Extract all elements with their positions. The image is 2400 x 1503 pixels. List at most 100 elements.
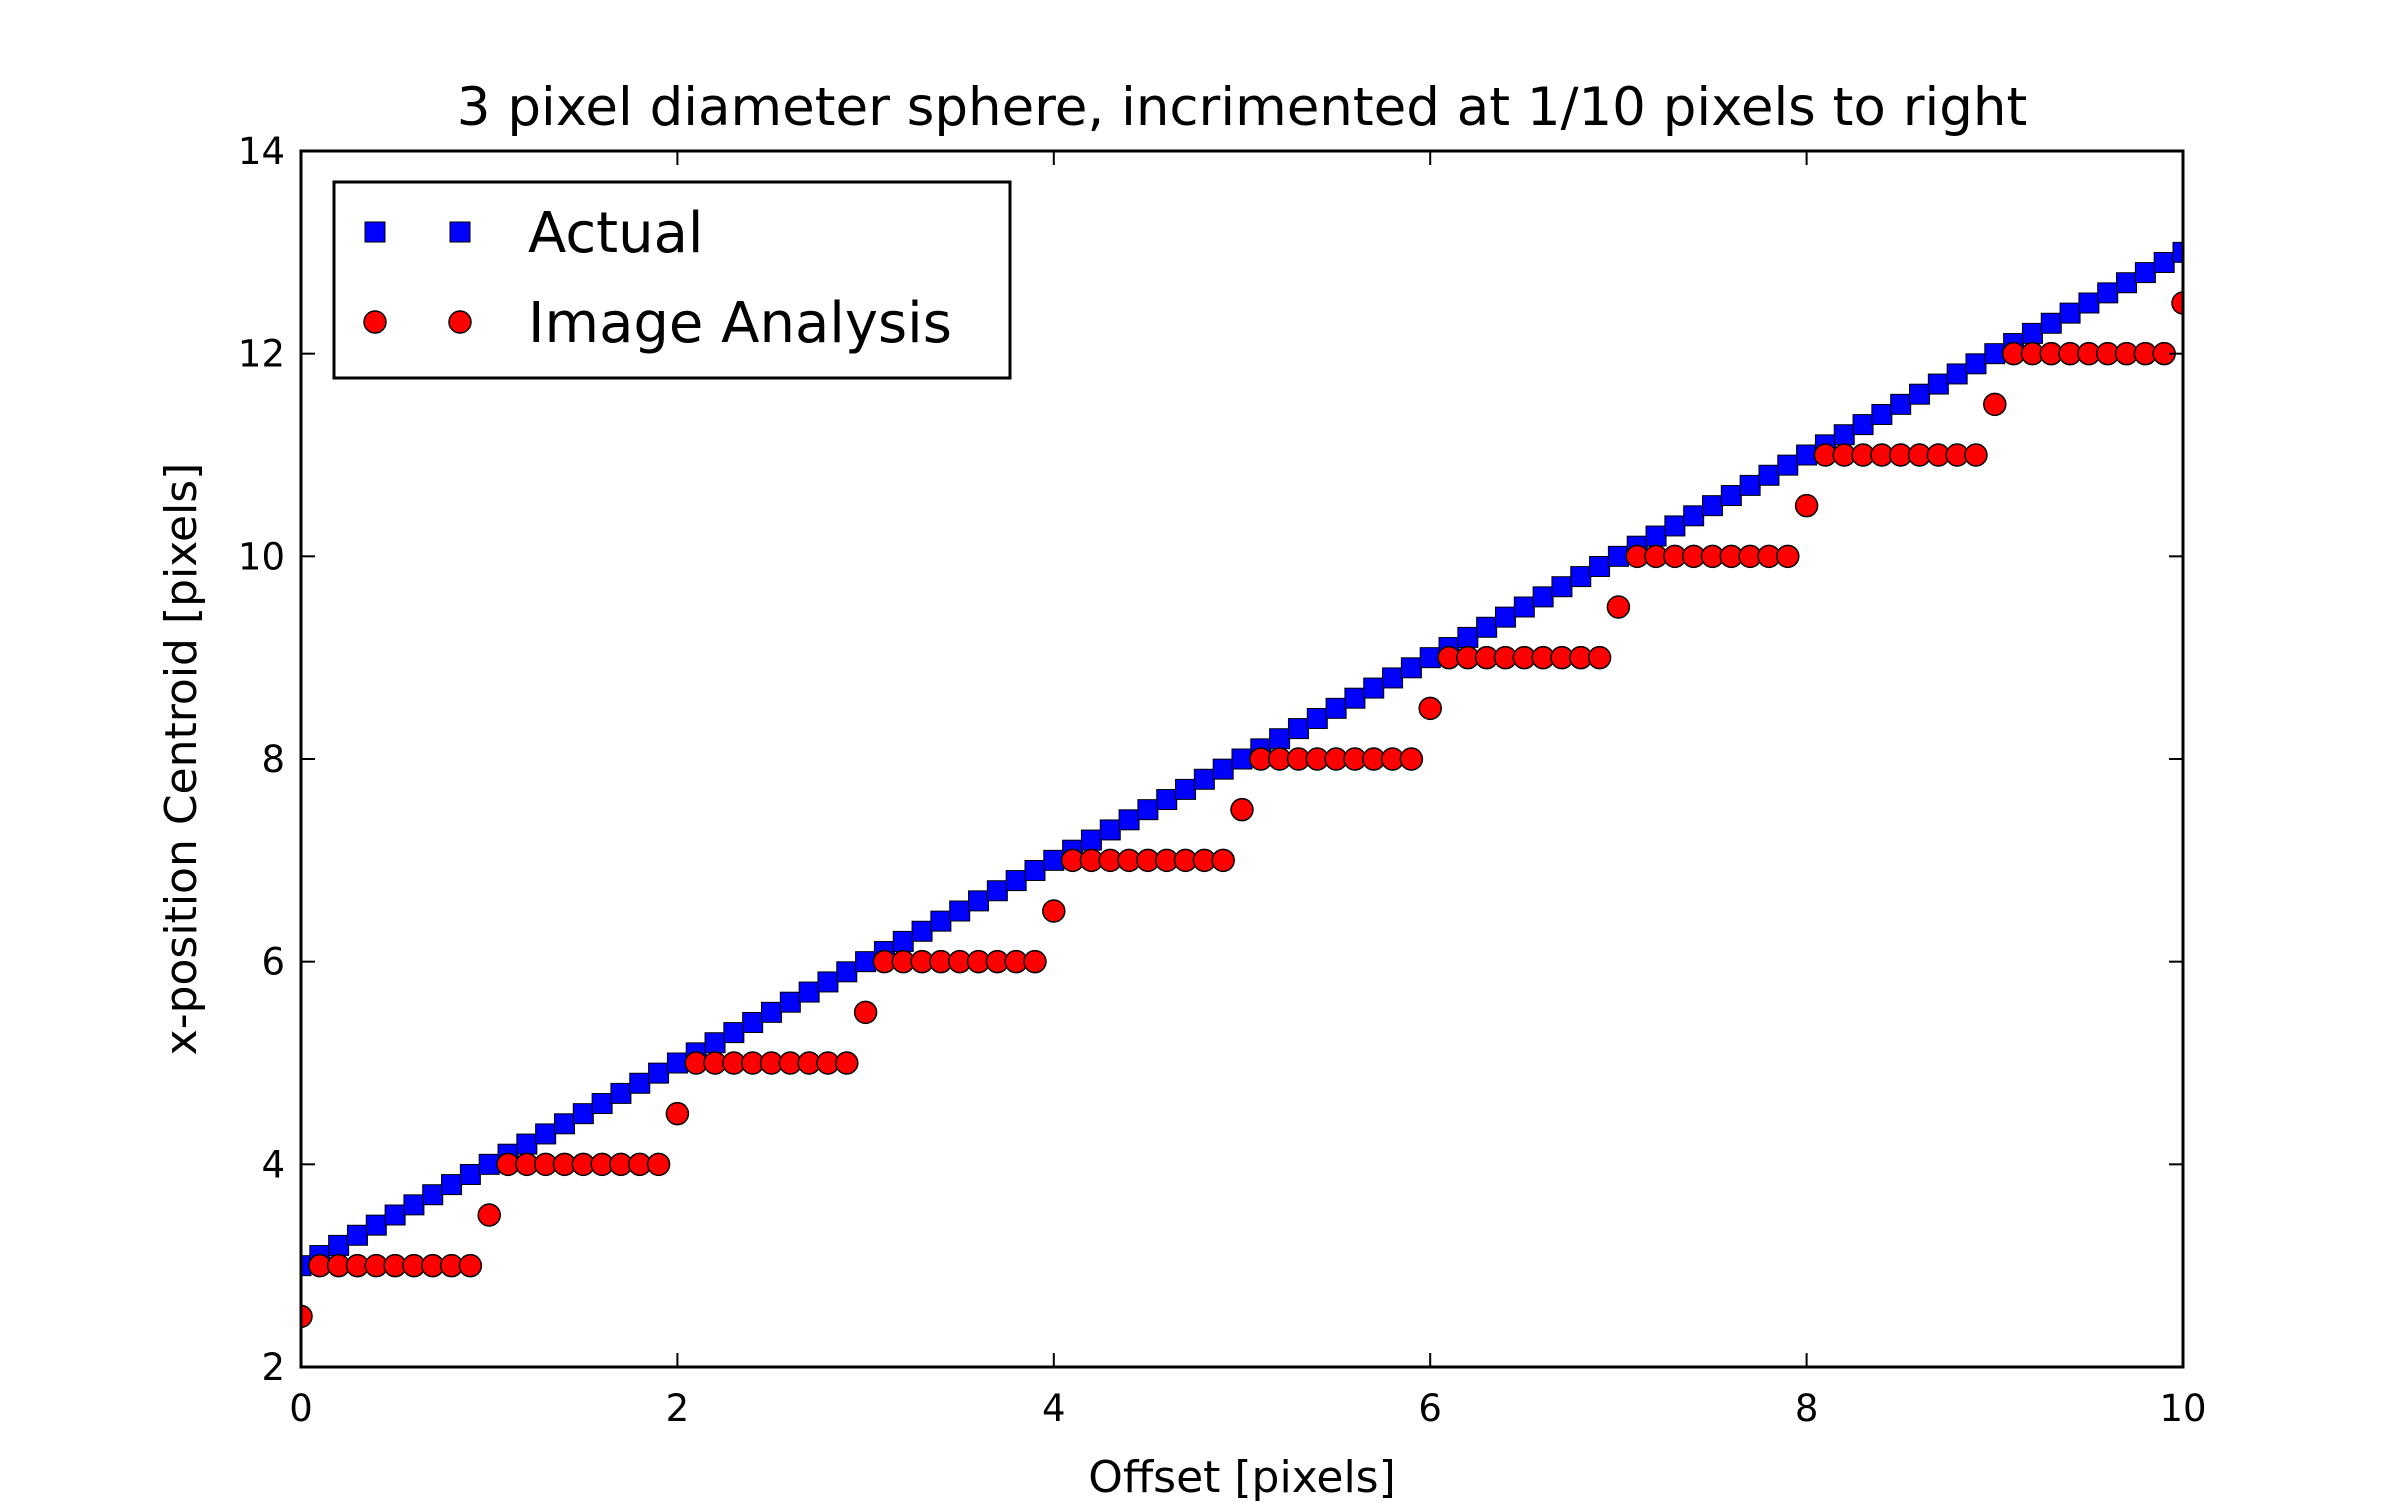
actual-point [1363,677,1385,699]
legend-marker-image-analysis [448,310,472,334]
actual-point [384,1204,406,1226]
legend-marker-actual [449,221,471,243]
actual-point [346,1224,368,1246]
actual-point [1400,657,1422,679]
actual-point [1494,606,1516,628]
series-image-analysis [301,291,2183,1329]
image-analysis-point [853,1000,878,1025]
actual-point [779,991,801,1013]
legend-markers [363,221,472,334]
y-tick-label: 8 [261,738,285,781]
actual-point [1024,859,1046,881]
actual-point [365,1214,387,1236]
actual-point [1099,819,1121,841]
image-analysis-point [1399,747,1424,771]
x-tick-label: 8 [1795,1387,1819,1430]
actual-point [1946,363,1968,385]
y-tick-label: 2 [261,1346,285,1389]
legend-box [332,180,1012,380]
actual-point [648,1062,670,1084]
actual-point [798,981,820,1003]
actual-point [535,1123,557,1145]
legend-marker-actual [364,221,386,243]
image-analysis-point [301,1304,313,1329]
y-tick-label: 12 [238,333,285,376]
actual-point [1457,626,1479,648]
legend: Actual Image Analysis [332,180,1012,380]
actual-point [930,910,952,932]
actual-point [949,900,971,922]
actual-point [968,890,990,912]
actual-point [1720,485,1742,507]
image-analysis-point [1211,848,1235,873]
image-analysis-point [1418,696,1442,721]
actual-point [1476,616,1498,638]
image-analysis-point [1794,493,1819,518]
actual-point [1777,454,1799,476]
actual-point [328,1234,350,1256]
actual-point [723,1022,745,1044]
x-tick-label: 10 [2159,1387,2206,1430]
actual-point [1080,829,1102,851]
actual-point [1833,424,1855,446]
y-tick-label: 6 [261,941,285,984]
image-analysis-point [1964,443,1988,467]
actual-point [1965,353,1987,375]
actual-point [855,951,877,973]
legend-label-actual: Actual [528,201,703,266]
actual-point [2116,272,2138,294]
actual-point [1118,809,1140,831]
actual-point [1156,789,1178,811]
actual-point [1645,525,1667,547]
x-tick-label: 4 [1042,1387,1066,1430]
chart-title: 3 pixel diameter sphere, incrimented at … [457,77,2027,138]
actual-point [1664,515,1686,537]
actual-point [836,961,858,983]
series-actual [301,241,2183,1277]
actual-point [1419,647,1441,669]
image-analysis-point [835,1051,859,1075]
actual-point [1382,667,1404,689]
actual-point [1702,495,1723,517]
x-axis-label: Offset [pixels] [1088,1452,1396,1503]
actual-point [2040,312,2062,334]
actual-point [1984,343,2006,365]
actual-point [1551,576,1573,598]
actual-point [459,1163,481,1185]
actual-point [1909,383,1931,405]
image-analysis-point [1023,949,1047,974]
actual-point [1287,718,1309,740]
y-axis-label: x-position Centroid [pixels] [156,463,207,1056]
image-analysis-point [1587,645,1612,670]
actual-point [2059,302,2081,324]
actual-point [1212,758,1234,780]
actual-point [666,1052,688,1074]
actual-point [2134,262,2156,284]
actual-point [441,1174,463,1196]
plot-markers [301,241,2183,1329]
image-analysis-point [2171,291,2183,315]
image-analysis-point [1230,797,1254,822]
actual-point [892,930,914,952]
actual-point [1796,444,1818,466]
actual-point [1513,596,1535,618]
actual-point [610,1082,632,1104]
actual-point [516,1133,538,1155]
legend-label-image-analysis: Image Analysis [528,291,952,356]
image-analysis-point [665,1101,690,1126]
y-tick-label: 4 [261,1143,285,1186]
actual-point [1231,748,1253,770]
actual-point [1589,555,1611,577]
actual-point [1927,373,1949,395]
actual-point [2021,322,2043,344]
actual-point [2172,241,2183,263]
y-tick-label: 10 [238,535,285,578]
actual-point [403,1194,425,1216]
x-tick-label: 6 [1418,1387,1442,1430]
actual-point [742,1011,764,1033]
actual-point [1890,393,1912,415]
actual-point [1739,474,1761,496]
actual-point [986,880,1008,902]
image-analysis-point [1776,544,1800,569]
